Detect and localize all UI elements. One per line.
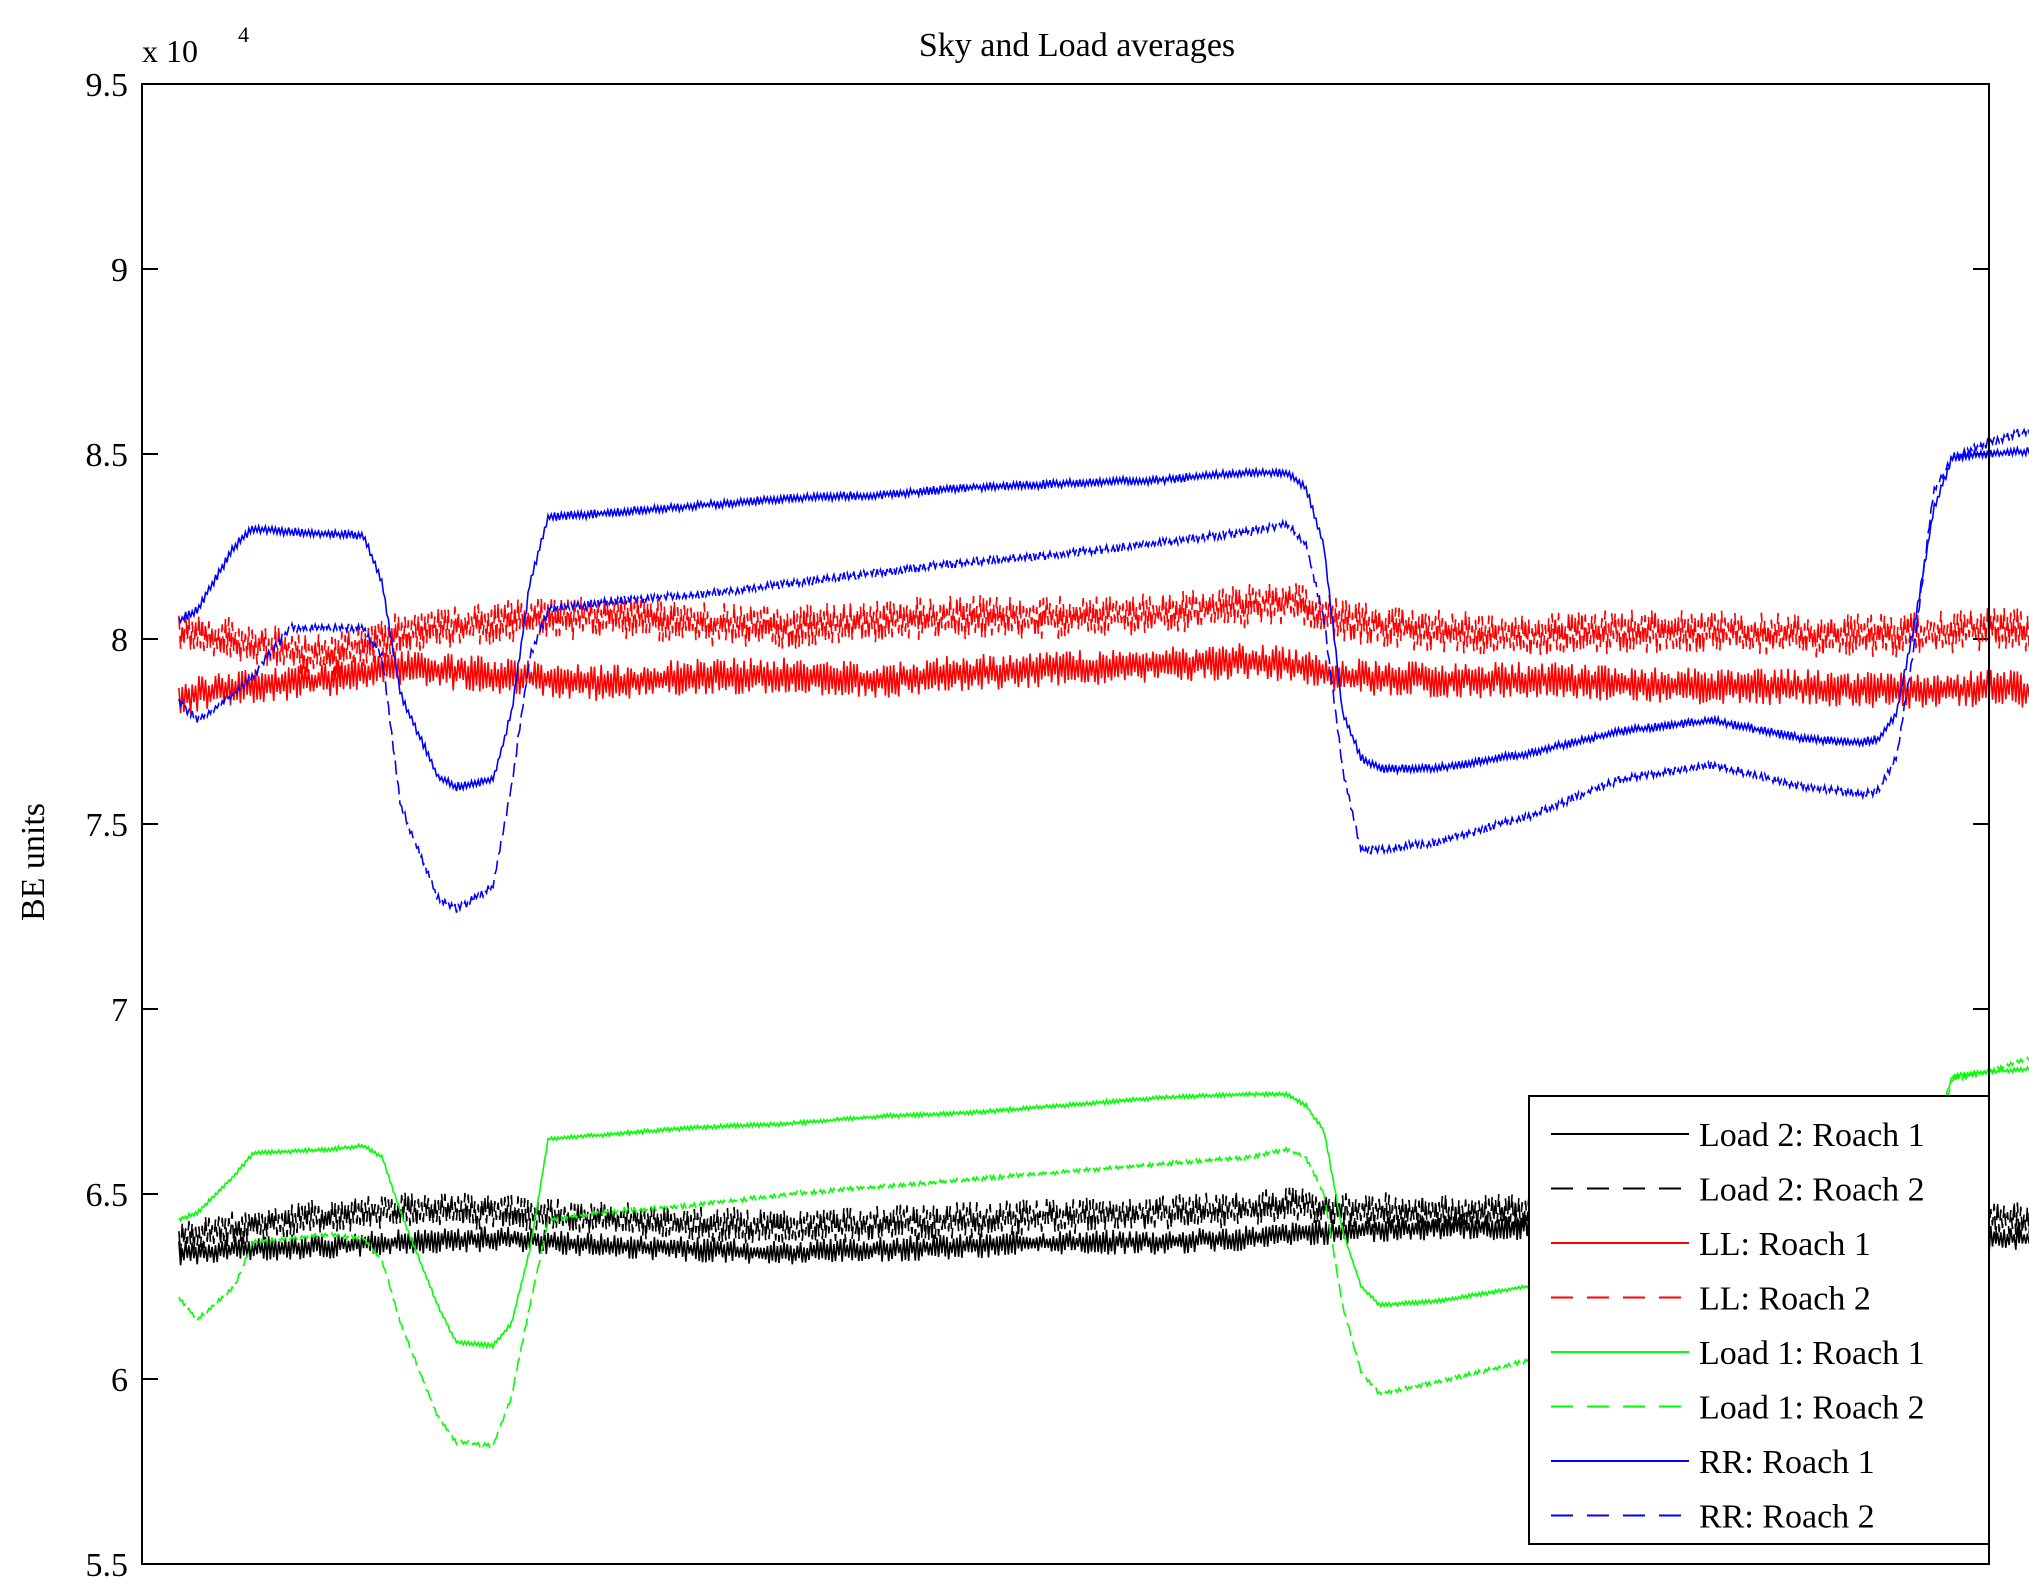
y-tick-label: 9 <box>111 252 128 289</box>
series-line-rr-roach-2 <box>178 424 2029 913</box>
series-line-rr-roach-1 <box>178 444 2029 793</box>
y-tick-label: 8.5 <box>86 437 129 474</box>
legend-label: LL: Roach 1 <box>1699 1226 1871 1263</box>
y-axis-label: BE units <box>15 803 52 921</box>
y-tick-label: 6 <box>111 1362 128 1399</box>
plot-frame <box>141 83 1990 1565</box>
series-line-ll-roach-2 <box>178 583 2029 676</box>
y-tick-label: 5.5 <box>86 1547 129 1584</box>
legend-label: Load 2: Roach 2 <box>1699 1172 1925 1209</box>
y-axis-multiplier-base: x 10 <box>142 33 198 69</box>
legend-label: Load 1: Roach 2 <box>1699 1390 1925 1427</box>
series-line-ll-roach-1 <box>178 643 2029 714</box>
y-tick-label: 7 <box>111 992 128 1029</box>
legend-label: RR: Roach 2 <box>1699 1499 1875 1536</box>
chart-title: Sky and Load averages <box>919 27 1235 64</box>
y-tick-label: 7.5 <box>86 807 129 844</box>
legend-label: RR: Roach 1 <box>1699 1444 1875 1481</box>
legend-label: Load 2: Roach 1 <box>1699 1117 1925 1154</box>
y-tick-label: 9.5 <box>86 67 129 104</box>
legend-label: LL: Roach 2 <box>1699 1281 1871 1318</box>
y-tick-label: 8 <box>111 622 128 659</box>
y-axis-multiplier-exponent: 4 <box>238 22 249 47</box>
legend-box <box>1528 1095 1990 1545</box>
legend-label: Load 1: Roach 1 <box>1699 1335 1925 1372</box>
y-tick-label: 6.5 <box>86 1177 129 1214</box>
